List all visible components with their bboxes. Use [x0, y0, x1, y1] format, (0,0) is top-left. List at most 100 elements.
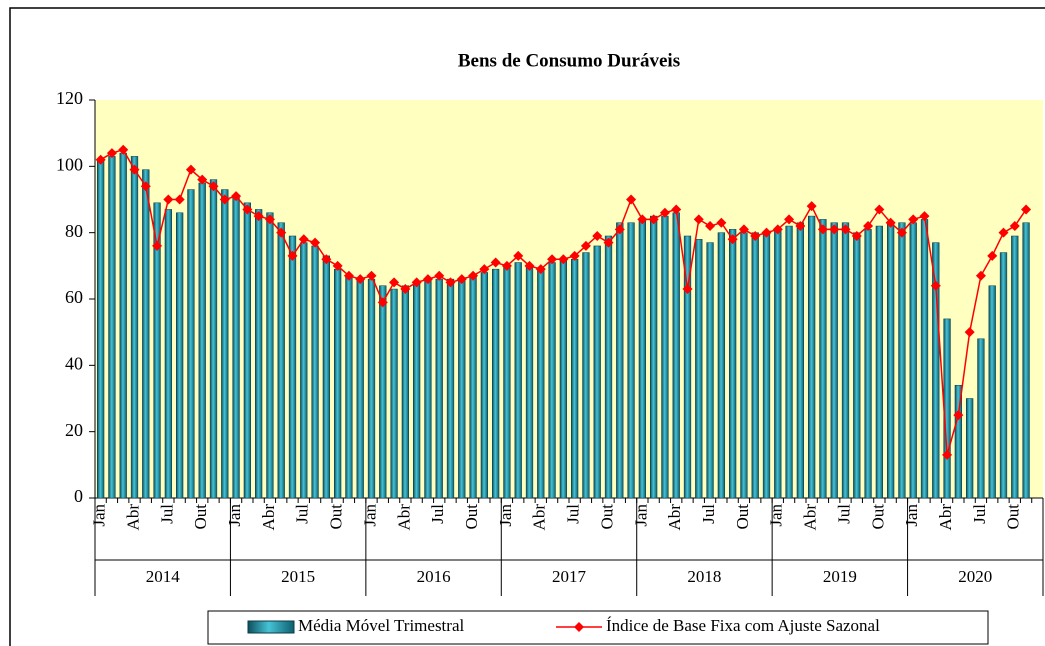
line-marker — [784, 214, 795, 225]
line-marker — [411, 277, 422, 288]
line-marker — [659, 207, 670, 218]
line-marker — [840, 224, 851, 235]
line-marker — [569, 250, 580, 261]
bar — [1022, 222, 1030, 499]
line-marker — [264, 214, 275, 225]
bar — [221, 189, 229, 499]
bar — [853, 232, 861, 499]
bar — [503, 265, 511, 499]
y-tick-label: 20 — [65, 420, 83, 440]
x-tick-label: Jul — [428, 504, 447, 524]
x-tick-label: Jan — [767, 504, 786, 527]
line-marker — [705, 221, 716, 232]
line-marker — [513, 250, 524, 261]
line-marker — [174, 194, 185, 205]
line-marker — [919, 211, 930, 222]
x-tick-label: Out — [1004, 504, 1023, 530]
line-marker — [693, 214, 704, 225]
bar — [108, 156, 116, 499]
bar — [774, 229, 782, 499]
bar — [209, 179, 218, 499]
bar — [695, 239, 703, 499]
legend-label: Índice de Base Fixa com Ajuste Sazonal — [606, 616, 880, 635]
line-marker — [716, 217, 727, 228]
line-marker — [355, 274, 366, 285]
bar — [492, 268, 500, 499]
bar — [582, 252, 590, 499]
line-marker — [863, 221, 874, 232]
line-marker — [479, 264, 490, 275]
x-tick-label: Abr — [530, 504, 549, 531]
line-marker — [468, 270, 479, 281]
line-marker — [975, 270, 986, 281]
line-marker — [185, 164, 196, 175]
x-tick-label: Out — [191, 504, 210, 530]
line-marker — [637, 214, 648, 225]
bar — [604, 235, 613, 499]
x-tick-label: Abr — [936, 504, 955, 531]
bar — [740, 232, 748, 499]
line-marker — [456, 274, 467, 285]
bar — [345, 275, 353, 499]
line-marker — [908, 214, 919, 225]
line-marker — [727, 234, 738, 245]
line-marker — [761, 227, 772, 238]
y-tick-label: 100 — [56, 154, 83, 174]
line-marker — [682, 284, 693, 295]
line-marker — [738, 224, 749, 235]
bar — [525, 265, 534, 499]
bar — [785, 225, 793, 499]
bar — [255, 209, 263, 499]
bar — [322, 255, 330, 499]
line-marker — [366, 270, 377, 281]
bar — [435, 278, 443, 499]
line-marker — [547, 254, 558, 265]
line-marker — [95, 154, 106, 165]
x-tick-label: Jan — [496, 504, 515, 527]
bar — [446, 278, 455, 499]
line-marker — [321, 254, 332, 265]
bar — [300, 242, 308, 499]
line-marker — [287, 250, 298, 261]
line-marker — [163, 194, 174, 205]
x-tick-label: Jul — [293, 504, 312, 524]
x-tick-label: Jul — [834, 504, 853, 524]
bar — [999, 252, 1008, 499]
line-marker — [885, 217, 896, 228]
bar — [932, 242, 940, 499]
bar — [187, 189, 195, 499]
line-marker — [795, 221, 806, 232]
line-marker — [535, 264, 546, 275]
bar — [142, 169, 150, 499]
group-label: 2018 — [687, 567, 721, 586]
group-label: 2020 — [958, 567, 992, 586]
bar — [909, 222, 917, 499]
bar — [97, 159, 105, 499]
line-marker — [422, 274, 433, 285]
line-marker — [332, 260, 343, 271]
line-marker — [106, 148, 117, 159]
bar — [130, 156, 139, 499]
bar — [559, 258, 567, 499]
x-tick-label: Abr — [123, 504, 142, 531]
line-marker — [829, 224, 840, 235]
line-marker — [1009, 221, 1020, 232]
line-marker — [276, 227, 287, 238]
line-marker — [874, 204, 885, 215]
bar — [514, 262, 522, 499]
line-marker — [118, 144, 129, 155]
bar — [277, 222, 285, 499]
bar — [875, 225, 883, 499]
bar — [977, 338, 985, 499]
bar — [232, 195, 240, 499]
x-tick-label: Jan — [360, 504, 379, 527]
bar — [616, 222, 624, 499]
bar — [650, 215, 658, 499]
bar — [379, 285, 387, 499]
group-label: 2015 — [281, 567, 315, 586]
line-marker — [129, 164, 140, 175]
bar — [311, 245, 319, 499]
line-marker — [998, 227, 1009, 238]
bar — [469, 275, 477, 499]
